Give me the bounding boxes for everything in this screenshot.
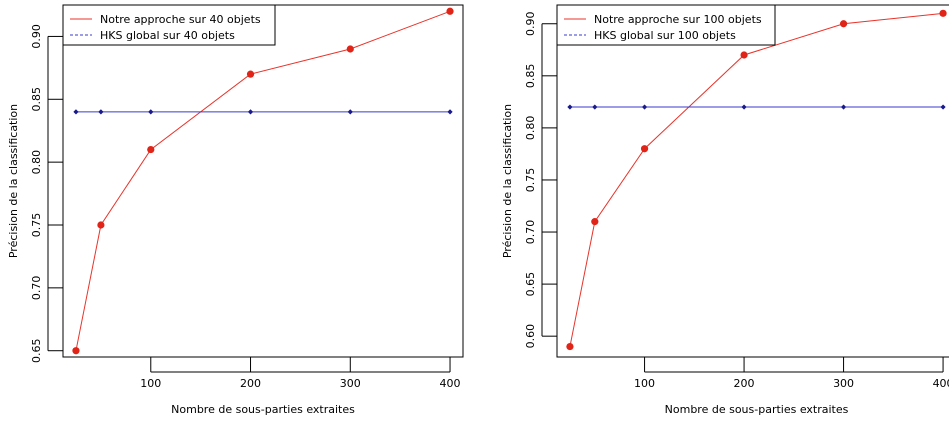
data-point (447, 109, 453, 115)
y-tick-label: 0.65 (524, 272, 537, 297)
legend: Notre approche sur 40 objets HKS global s… (62, 4, 276, 46)
data-point (566, 342, 574, 351)
y-axis-title: Précision de la classification (501, 104, 514, 258)
right-chart-panel: 100 200 300 400 0.60 0.65 0.70 0.75 0.80 0.85 0.90… (501, 4, 949, 416)
y-tick-label: 0.70 (524, 220, 537, 245)
y-tick-label: 0.65 (30, 338, 43, 363)
x-axis-title: Nombre de sous-parties extraites (171, 403, 355, 416)
data-point (446, 7, 454, 15)
legend-box (556, 4, 776, 46)
x-tick-label: 200 (734, 377, 755, 390)
data-point (148, 109, 154, 115)
data-point (98, 109, 104, 115)
y-tick-label: 0.80 (30, 150, 43, 175)
data-point (346, 45, 354, 53)
left-chart-panel: 100 200 300 400 0.65 0.70 0.75 0.80 0.85 0.90 Nomb… (7, 4, 464, 416)
legend-label: HKS global sur 40 objets (100, 29, 235, 42)
series-line-approach (569, 12, 944, 347)
data-point (741, 104, 747, 110)
data-point (641, 104, 648, 110)
legend: Notre approche sur 100 objets HKS global … (556, 4, 776, 46)
data-point (247, 109, 254, 115)
data-point (592, 104, 598, 110)
y-tick-label: 0.70 (30, 276, 43, 301)
y-tick-label: 0.90 (524, 11, 537, 35)
data-point (939, 9, 947, 17)
legend-box (62, 4, 276, 46)
data-point (839, 20, 848, 28)
x-tick-label: 300 (340, 377, 361, 390)
data-point (246, 70, 255, 78)
data-point (740, 51, 748, 59)
data-point (73, 109, 79, 115)
x-tick-label: 200 (240, 377, 261, 390)
x-tick-label: 400 (933, 377, 949, 390)
data-point (567, 104, 573, 110)
data-point (347, 109, 353, 115)
y-tick-label: 0.85 (30, 87, 43, 112)
y-tick-label: 0.75 (524, 168, 537, 193)
x-tick-label: 300 (833, 377, 854, 390)
y-tick-label: 0.75 (30, 213, 43, 238)
data-point (97, 221, 105, 229)
legend-label: HKS global sur 100 objets (594, 29, 736, 42)
data-point (147, 145, 155, 154)
data-point (591, 218, 599, 226)
y-tick-label: 0.85 (524, 64, 537, 89)
legend-label: Notre approche sur 40 objets (100, 13, 261, 26)
y-tick-label: 0.90 (30, 24, 43, 49)
data-point (940, 104, 946, 110)
series-line-approach (75, 10, 451, 351)
x-tick-label: 100 (140, 377, 161, 390)
plot-frame (62, 4, 464, 358)
x-axis-title: Nombre de sous-parties extraites (665, 403, 849, 416)
data-point (72, 347, 80, 355)
data-point (840, 104, 847, 110)
plot-frame (556, 4, 949, 358)
y-tick-label: 0.80 (524, 116, 537, 141)
data-point (640, 145, 649, 153)
x-tick-label: 400 (440, 377, 461, 390)
y-axis-title: Précision de la classification (7, 104, 20, 258)
legend-label: Notre approche sur 100 objets (594, 13, 762, 26)
x-tick-label: 100 (634, 377, 655, 390)
y-tick-label: 0.60 (524, 324, 537, 349)
